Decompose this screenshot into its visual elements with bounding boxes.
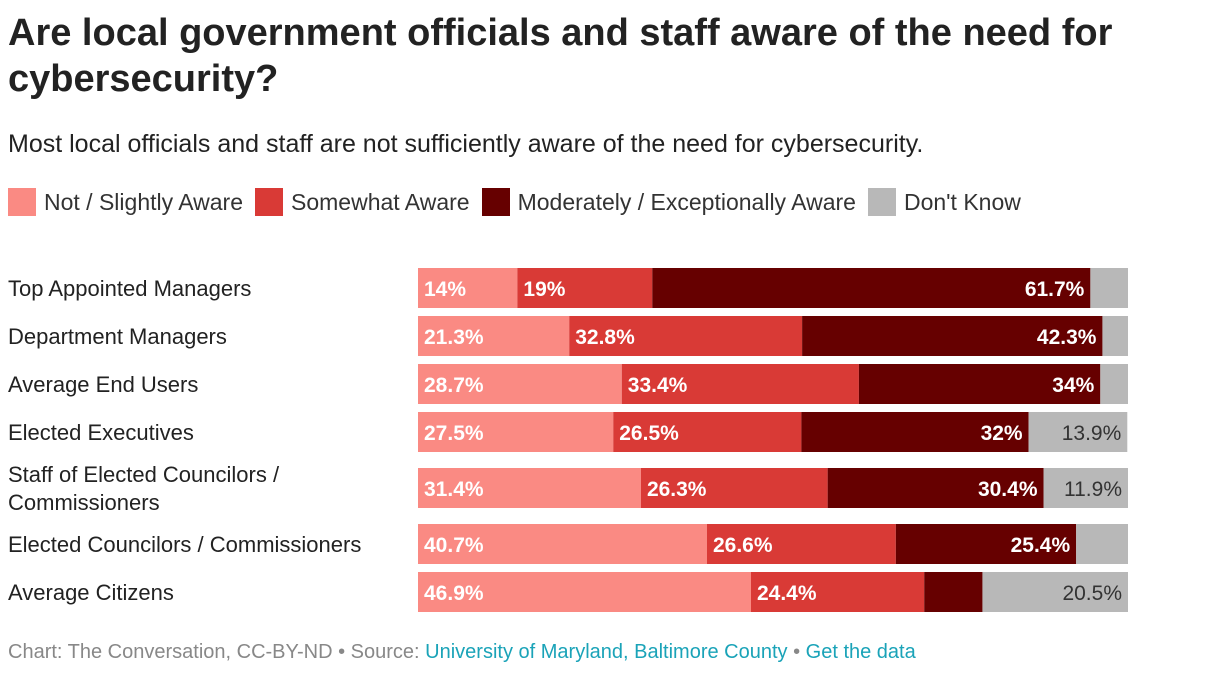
- legend-label: Somewhat Aware: [291, 188, 470, 215]
- data-label: 31.4%: [424, 478, 484, 501]
- data-label: 26.5%: [619, 422, 679, 445]
- bar-segment: [418, 268, 518, 308]
- data-label: 33.4%: [628, 374, 688, 397]
- bar-segment: [802, 316, 1103, 356]
- data-label: 21.3%: [424, 326, 484, 349]
- legend-swatch: [8, 188, 36, 216]
- bar-segment: [924, 572, 983, 612]
- legend-item-not-slightly: Not / Slightly Aware: [8, 188, 243, 216]
- data-label: 26.3%: [647, 478, 707, 501]
- data-label: 26.6%: [713, 534, 773, 557]
- bar-segment: [1090, 268, 1128, 308]
- chart-subtitle: Most local officials and staff are not s…: [8, 130, 924, 158]
- category-label: Elected Councilors / Commissioners: [8, 532, 361, 557]
- data-label: 42.3%: [1037, 326, 1097, 349]
- legend-label: Don't Know: [903, 188, 1021, 215]
- data-label: 20.5%: [1062, 582, 1122, 605]
- data-label: 19%: [523, 278, 565, 301]
- data-label: 61.7%: [1025, 278, 1085, 301]
- category-label: Staff of Elected Councilors / Commissione…: [8, 462, 280, 515]
- bar-segment: [801, 412, 1029, 452]
- bar-segment: [1100, 364, 1128, 404]
- bar-segment: [418, 572, 751, 612]
- bar-segment: [418, 364, 622, 404]
- legend-swatch: [481, 188, 510, 216]
- bar-segment: [1043, 468, 1128, 508]
- data-label: 27.5%: [424, 422, 484, 445]
- legend-label: Moderately / Exceptionally Aware: [517, 188, 856, 215]
- data-label: 14%: [424, 278, 466, 301]
- category-label: Elected Executives: [8, 420, 194, 445]
- bar-segment: [895, 524, 1077, 564]
- bar-segment: [982, 572, 1128, 612]
- legend-swatch: [255, 188, 284, 216]
- legend-item-moderately: Moderately / Exceptionally Aware: [481, 188, 856, 216]
- footer-separator: •: [787, 641, 806, 663]
- bar-segment: [621, 364, 859, 404]
- data-label: 32%: [981, 422, 1023, 445]
- data-label: 46.9%: [424, 582, 484, 605]
- bar-segment: [418, 468, 641, 508]
- data-label: 34%: [1052, 374, 1094, 397]
- bar-segment: [418, 316, 570, 356]
- bar-segment: [418, 524, 707, 564]
- legend-item-somewhat: Somewhat Aware: [255, 188, 470, 216]
- category-label: Department Managers: [8, 324, 227, 349]
- data-label: 11.9%: [1064, 478, 1122, 501]
- bar-segment: [640, 468, 828, 508]
- bar-segment: [1028, 412, 1128, 452]
- data-label: 40.7%: [424, 534, 484, 557]
- data-label: 25.4%: [1011, 534, 1071, 557]
- data-label: 13.9%: [1062, 422, 1122, 445]
- data-label: 30.4%: [978, 478, 1038, 501]
- legend-item-dont-know: Don't Know: [867, 188, 1021, 216]
- legend-swatch: [867, 188, 896, 216]
- bar-segment: [750, 572, 925, 612]
- data-label: 28.7%: [424, 374, 484, 397]
- source-link[interactable]: University of Maryland, Baltimore County: [425, 641, 788, 663]
- category-label: Top Appointed Managers: [8, 276, 251, 301]
- data-label: 32.8%: [575, 326, 635, 349]
- get-data-link[interactable]: Get the data: [805, 641, 916, 663]
- legend: Not / Slightly Aware Somewhat Aware Mode…: [8, 184, 1033, 220]
- footer-credit: Chart: The Conversation, CC-BY-ND • Sour…: [8, 641, 426, 663]
- bar-segment: [1076, 524, 1128, 564]
- bar-segment: [1102, 316, 1128, 356]
- bar-segment: [613, 412, 802, 452]
- data-label: 24.4%: [757, 582, 817, 605]
- bar-segment: [827, 468, 1044, 508]
- bar-segment: [517, 268, 653, 308]
- bar-segment: [652, 268, 1091, 308]
- bar-segment: [569, 316, 803, 356]
- chart-title: Are local government officials and staff…: [8, 12, 1113, 100]
- chart-footer: Chart: The Conversation, CC-BY-ND • Sour…: [8, 638, 916, 666]
- category-label: Average Citizens: [8, 580, 174, 605]
- bar-segment: [418, 412, 614, 452]
- legend-label: Not / Slightly Aware: [44, 188, 244, 215]
- category-label: Average End Users: [8, 372, 198, 397]
- bar-segment: [858, 364, 1101, 404]
- bar-segment: [706, 524, 896, 564]
